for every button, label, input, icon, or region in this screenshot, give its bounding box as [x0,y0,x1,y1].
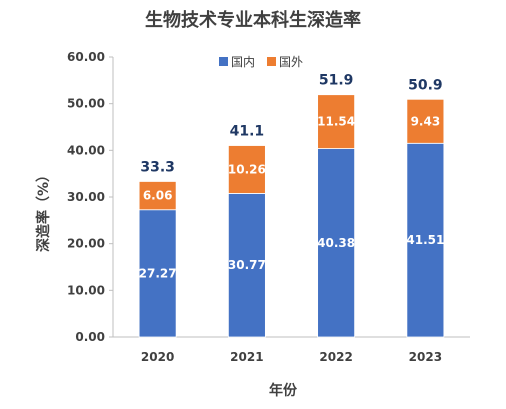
y-tick-label: 10.00 [67,283,105,297]
y-tick-label: 20.00 [67,237,105,251]
bar-segment-abroad [406,98,445,144]
legend-swatch [267,57,276,66]
y-tick-label: 60.00 [67,50,105,64]
bar-value-label: 41.51 [406,233,444,247]
bar-segment-domestic [138,209,177,338]
x-tick-label: 2020 [141,350,174,364]
x-axis: 2020 2021 2022 2023 [113,336,470,364]
y-tick-label: 0.00 [75,330,105,344]
legend: 国内 国外 [219,55,303,69]
legend-swatch [219,57,228,66]
y-tick-label: 40.00 [67,143,105,157]
bar-value-label: 11.54 [317,115,355,129]
bar-value-label: 9.43 [411,114,441,128]
y-axis: 0.00 10.00 20.00 30.00 40.00 50.00 60.00 [67,50,114,344]
bar-segment-domestic [317,148,356,338]
bar-total-label: 41.1 [230,124,265,140]
y-tick-label: 30.00 [67,190,105,204]
x-tick-label: 2023 [409,350,442,364]
legend-label: 国外 [279,55,303,69]
y-tick-label: 50.00 [67,97,105,111]
x-axis-title: 年份 [269,382,298,399]
bar-segment-abroad [317,94,356,149]
chart-title: 生物技术专业本科生深造率 [145,9,361,31]
bar-segment-abroad [138,181,177,211]
bar-value-label: 10.26 [228,162,266,176]
legend-label: 国内 [231,55,255,69]
bar-total-label: 50.9 [408,77,443,93]
x-tick-label: 2022 [319,350,352,364]
bar-total-label: 33.3 [140,159,175,175]
bar-value-label: 30.77 [228,258,266,272]
bar-value-label: 27.27 [139,266,177,280]
bars: 27.27 6.06 33.3 30.77 10.26 41.1 40.38 11.54 51.… [138,73,445,338]
x-tick-label: 2021 [230,350,263,364]
y-axis-title: 深造率（%） [35,168,52,252]
bar-segment-abroad [227,145,266,194]
bar-segment-domestic [227,193,266,338]
bar-total-label: 51.9 [319,73,354,89]
bar-value-label: 6.06 [143,189,173,203]
bar-value-label: 40.38 [317,236,355,250]
